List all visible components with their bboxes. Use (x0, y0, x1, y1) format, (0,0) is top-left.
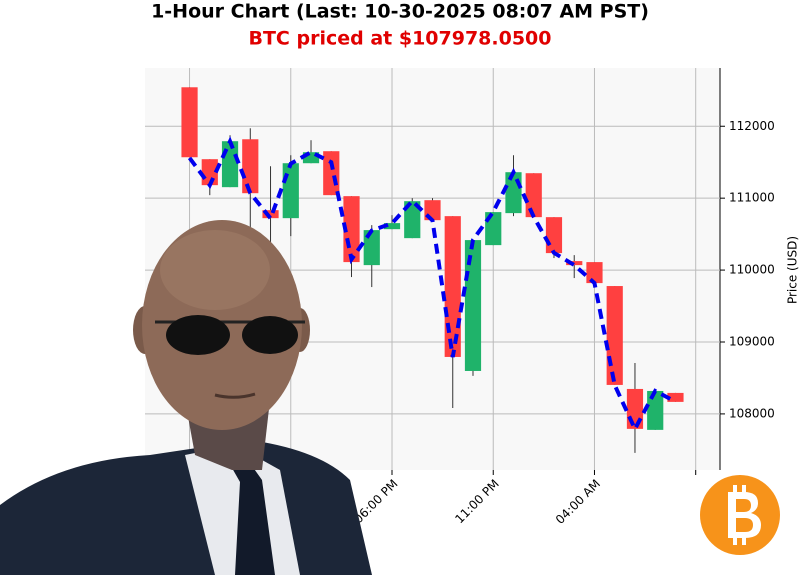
candle-body (667, 392, 684, 402)
logo-glyph (742, 537, 746, 545)
price-line (187, 136, 677, 434)
candle-body (302, 152, 320, 164)
candle-body (586, 262, 603, 284)
candle-body (282, 163, 299, 219)
highlight (160, 230, 270, 310)
logo-glyph (733, 485, 737, 493)
candle-body (626, 388, 644, 429)
x-tick-label: 11:00 PM (452, 477, 501, 526)
y-tick-label: 111000 (729, 191, 775, 205)
candle-body (323, 151, 340, 196)
candle-body (464, 240, 482, 371)
lens (166, 315, 230, 355)
lens (242, 316, 298, 354)
candle-body (545, 217, 563, 254)
candle-body (242, 139, 259, 194)
logo-glyph (733, 537, 737, 545)
mouth (214, 392, 256, 399)
tie (232, 466, 275, 575)
suit (0, 440, 372, 575)
candle-body (181, 87, 198, 158)
candle-body (221, 141, 239, 188)
y-tick-label: 112000 (729, 119, 775, 133)
candle-body (606, 286, 623, 385)
candle-body (647, 390, 664, 430)
bitcoin-logo (700, 475, 780, 555)
y-tick-label: 108000 (729, 406, 775, 420)
candle-body (363, 230, 380, 266)
person-illustration (0, 220, 372, 575)
y-axis-label: Price (USD) (786, 236, 800, 304)
candle-body (404, 201, 421, 239)
candle-body (444, 216, 461, 357)
x-tick-label: 04:00 AM (553, 477, 603, 527)
y-tick-label: 110000 (729, 263, 775, 277)
logo-glyph (742, 485, 746, 493)
logo-glyph (728, 492, 761, 538)
candle-body (505, 172, 522, 214)
candle-body (383, 223, 401, 230)
chart-title: 1-Hour Chart (Last: 10-30-2025 08:07 AM … (151, 1, 649, 23)
candle-body (525, 173, 542, 218)
y-tick-label: 109000 (729, 334, 775, 348)
candle-body (262, 210, 279, 219)
chart-subtitle: BTC priced at $107978.0500 (248, 28, 551, 50)
